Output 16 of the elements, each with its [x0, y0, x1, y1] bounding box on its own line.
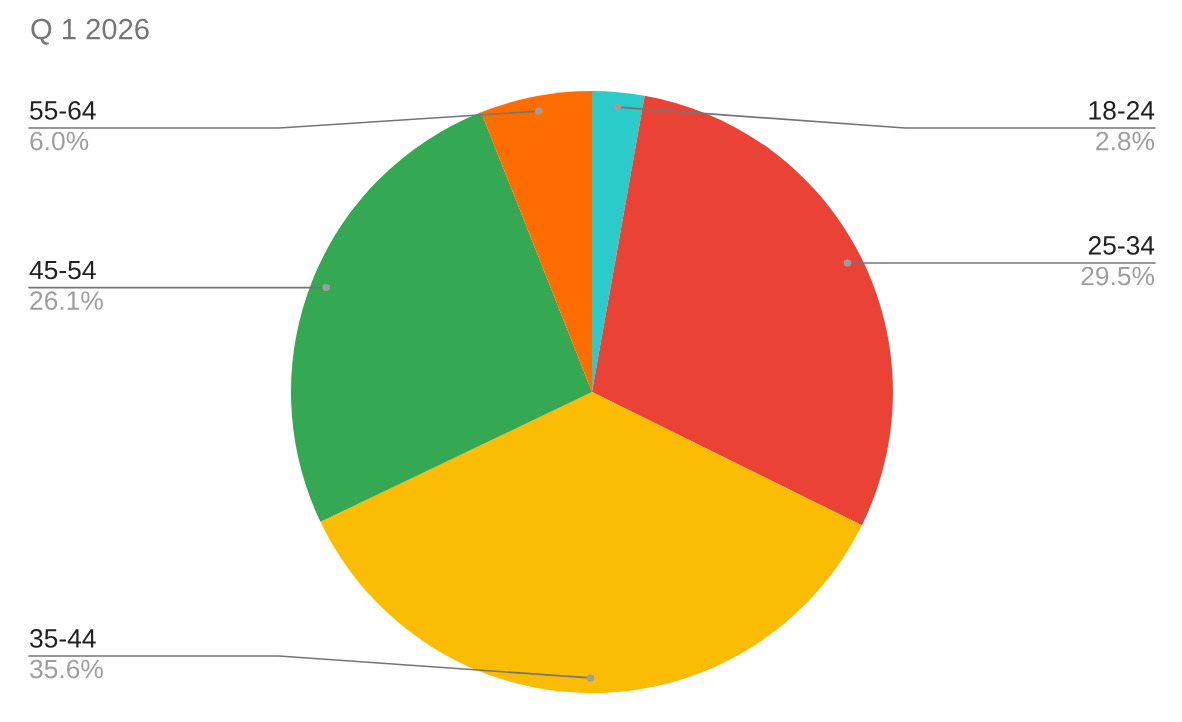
pie-slice: [592, 95, 893, 526]
data-label: 35.6%: [30, 659, 103, 679]
pie-slice: [592, 91, 645, 392]
pie-slice: [320, 392, 862, 693]
slice-label: 35-44: [30, 629, 96, 648]
slice-label: 45-54: [29, 260, 96, 280]
slice-label: 25-34: [1088, 236, 1155, 255]
pie-slice: [481, 91, 592, 392]
data-label: 29.5%: [1081, 266, 1155, 286]
data-label: 6.0%: [30, 131, 89, 151]
data-label: 2.8%: [1096, 131, 1155, 151]
slice-label: 55-64: [30, 101, 96, 120]
chart-title: Q 1 2026: [31, 18, 149, 45]
slice-label: 18-24: [1089, 101, 1155, 120]
pie-slice: [291, 112, 592, 522]
data-label: 26.1%: [30, 291, 103, 310]
